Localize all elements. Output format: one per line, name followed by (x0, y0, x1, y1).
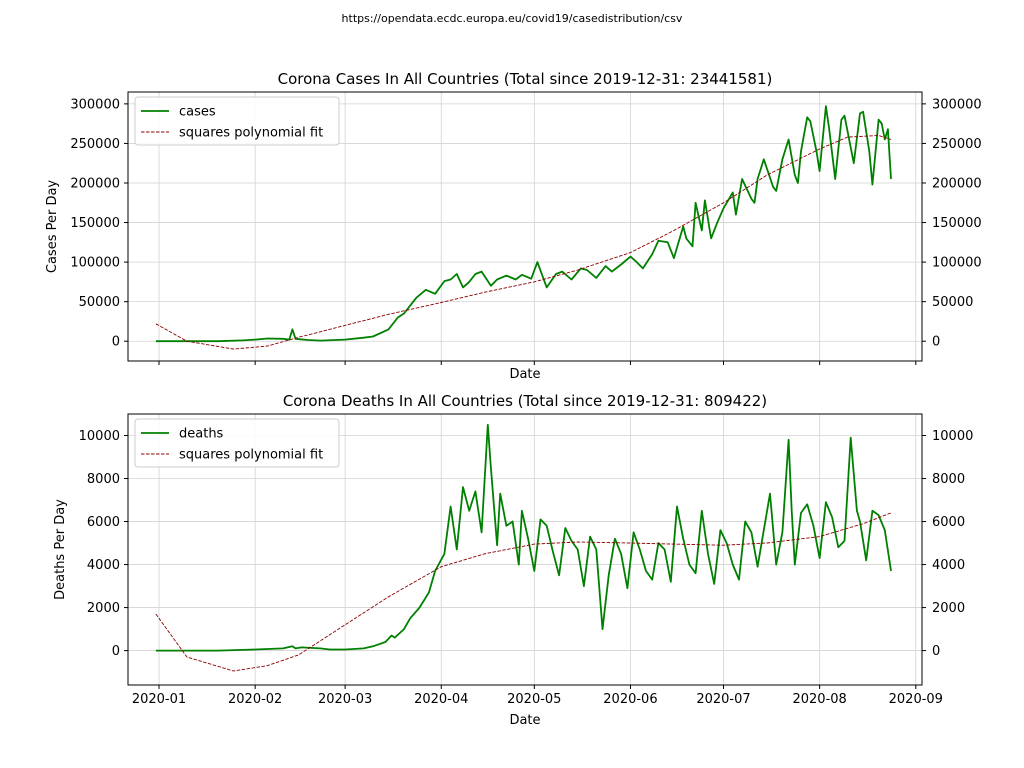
data-line (155, 105, 892, 343)
y-tick-label-right: 10000 (932, 429, 973, 444)
y-tick-label-left: 10000 (79, 429, 120, 444)
x-tick-label: 2020-03 (318, 692, 372, 707)
legend-box (134, 96, 340, 146)
legend-label: squares polynomial fit (179, 126, 323, 141)
x-tick-label: 2020-07 (696, 692, 750, 707)
x-axis-label: Date (509, 713, 540, 728)
x-tick-label: 2020-09 (889, 692, 943, 707)
fit-line (155, 512, 892, 672)
y-tick-label-right: 200000 (932, 176, 982, 191)
y-tick-label-right: 150000 (932, 216, 982, 231)
axes-frame (127, 91, 923, 362)
y-tick-label-right: 100000 (932, 256, 982, 271)
x-tick-label: 2020-02 (228, 692, 282, 707)
y-tick-label-left: 0 (112, 335, 120, 350)
y-tick-label-left: 4000 (87, 558, 120, 573)
y-tick-label-left: 8000 (87, 472, 120, 487)
x-tick-label: 2020-01 (132, 692, 186, 707)
source-url: https://opendata.ecdc.europa.eu/covid19/… (341, 12, 683, 25)
y-tick-label-right: 50000 (932, 295, 973, 310)
y-tick-label-left: 300000 (70, 97, 120, 112)
y-axis-label: Deaths Per Day (53, 499, 68, 600)
y-tick-label-right: 0 (932, 644, 940, 659)
x-axis-label: Date (509, 367, 540, 382)
y-tick-label-left: 0 (112, 644, 120, 659)
fit-line (155, 135, 892, 350)
chart-title: Corona Deaths In All Countries (Total si… (283, 392, 767, 410)
y-tick-label-right: 0 (932, 335, 940, 350)
y-tick-label-left: 6000 (87, 515, 120, 530)
legend-label: deaths (179, 427, 224, 442)
y-tick-label-right: 6000 (932, 515, 965, 530)
y-axis-label: Cases Per Day (45, 180, 60, 274)
y-tick-label-left: 2000 (87, 601, 120, 616)
y-tick-label-right: 300000 (932, 97, 982, 112)
y-tick-label-left: 100000 (70, 256, 120, 271)
y-tick-label-left: 200000 (70, 176, 120, 191)
x-tick-label: 2020-05 (507, 692, 561, 707)
x-tick-label: 2020-08 (792, 692, 846, 707)
x-tick-label: 2020-06 (603, 692, 657, 707)
legend-box (134, 418, 340, 468)
y-tick-label-right: 8000 (932, 472, 965, 487)
y-tick-label-right: 2000 (932, 601, 965, 616)
y-tick-label-right: 250000 (932, 137, 982, 152)
legend-label: cases (179, 105, 216, 120)
legend-label: squares polynomial fit (179, 448, 323, 463)
chart-title: Corona Cases In All Countries (Total sin… (278, 70, 773, 88)
y-tick-label-right: 4000 (932, 558, 965, 573)
axes-frame (127, 413, 923, 686)
y-tick-label-left: 250000 (70, 137, 120, 152)
y-tick-label-left: 50000 (79, 295, 120, 310)
y-tick-label-left: 150000 (70, 216, 120, 231)
x-tick-label: 2020-04 (414, 692, 468, 707)
data-line (155, 423, 892, 652)
